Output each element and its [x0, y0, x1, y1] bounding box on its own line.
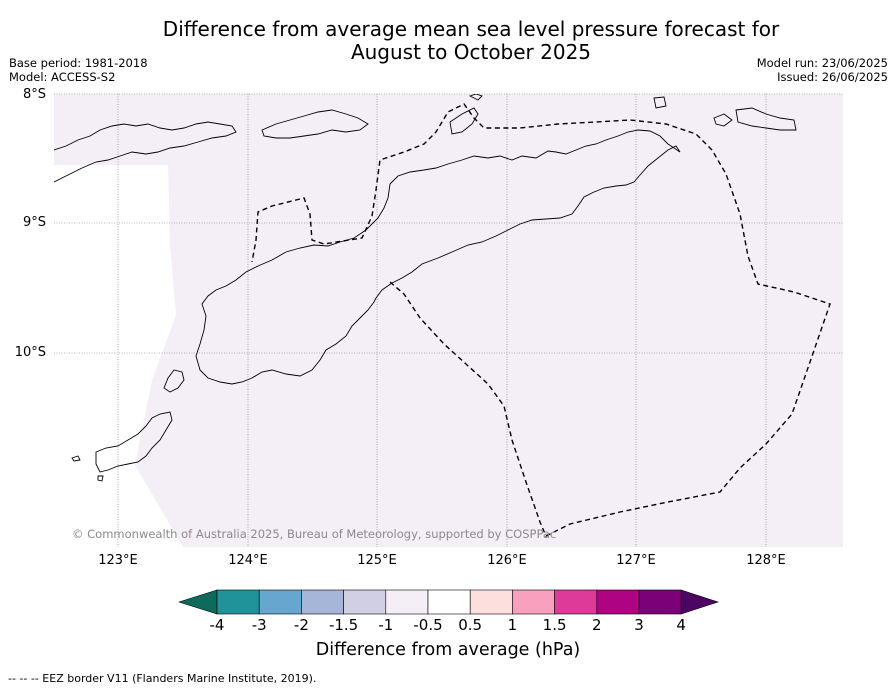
colorbar-bin [343, 589, 387, 615]
base-period: Base period: 1981-2018 [9, 56, 148, 70]
lat-label-9s: 9°S [22, 215, 46, 230]
model-name: Model: ACCESS-S2 [9, 70, 116, 84]
lon-label-128e: 128°E [746, 553, 786, 568]
colorbar-tick-label: 3 [634, 616, 644, 634]
coastline-flores [54, 121, 237, 183]
colorbar-bin [258, 589, 302, 615]
anomaly-field [54, 94, 843, 547]
colorbar-tick-label: -2 [293, 616, 309, 634]
title-line-2: August to October 2025 [350, 40, 592, 64]
colorbar-tick-label: 4 [676, 616, 686, 634]
coastline-timor [195, 129, 681, 385]
lon-label-125e: 125°E [357, 553, 397, 568]
issued-date: Issued: 26/06/2025 [777, 70, 888, 84]
colorbar-tick-label: -3 [251, 616, 267, 634]
colorbar-tick-label: -4 [209, 616, 225, 634]
coastline-islet-2 [97, 475, 104, 482]
meta-right: Model run: 23/06/2025 Issued: 26/06/2025 [757, 56, 888, 84]
colorbar-tick-label: 1 [507, 616, 518, 634]
coastline-islet-4 [735, 107, 797, 131]
colorbar-bin [385, 589, 429, 615]
colorbar-extend-low [178, 589, 218, 615]
colorbar-bin [554, 589, 598, 615]
colorbar-bin [512, 589, 555, 615]
colorbar-tick-label: 2 [592, 616, 602, 634]
colorbar-extend-high [680, 589, 719, 615]
colorbar-tick-label: 0.5 [458, 616, 483, 634]
coastline-west-tip [95, 411, 173, 473]
colorbar-bin [301, 589, 344, 615]
copyright-notice: © Commonwealth of Australia 2025, Bureau… [72, 527, 557, 541]
coastline-islet-6 [468, 94, 483, 101]
coastline-islet-3 [653, 96, 667, 109]
eez-border [251, 103, 831, 537]
lon-label-123e: 123°E [98, 553, 138, 568]
colorbar-tick-label: -1.5 [328, 616, 359, 634]
lon-label-126e: 126°E [487, 553, 527, 568]
colorbar-bin [427, 589, 471, 615]
lon-label-127e: 127°E [616, 553, 656, 568]
coastline-alor [261, 109, 369, 139]
colorbar [178, 589, 719, 615]
eez-main-zone [251, 103, 831, 537]
colorbar-title: Difference from average (hPa) [315, 640, 581, 660]
colorbar-bin [216, 589, 260, 615]
eez-footnote: -- -- -- EEZ border V11 (Flanders Marine… [8, 672, 317, 685]
colorbar-tick-label: -1 [378, 616, 394, 634]
colorbar-tick-label: -0.5 [413, 616, 443, 634]
colorbar-bin [638, 589, 682, 615]
gridlines [54, 93, 843, 547]
lon-label-124e: 124°E [228, 553, 268, 568]
coastline-roti [163, 369, 185, 393]
title-line-1: Difference from average mean sea level p… [162, 17, 780, 41]
map-title: Difference from average mean sea level p… [120, 18, 822, 64]
colorbar-bin [596, 589, 640, 615]
coastline-islet-5 [713, 113, 733, 127]
colorbar-tick-label: 1.5 [542, 616, 567, 634]
colorbar-bin [469, 589, 513, 615]
lat-label-10s: 10°S [14, 345, 46, 360]
coastline-islet-1 [71, 455, 81, 462]
meta-left: Base period: 1981-2018 Model: ACCESS-S2 [9, 56, 148, 84]
model-run: Model run: 23/06/2025 [756, 56, 888, 70]
lat-label-8s: 8°S [22, 87, 46, 102]
